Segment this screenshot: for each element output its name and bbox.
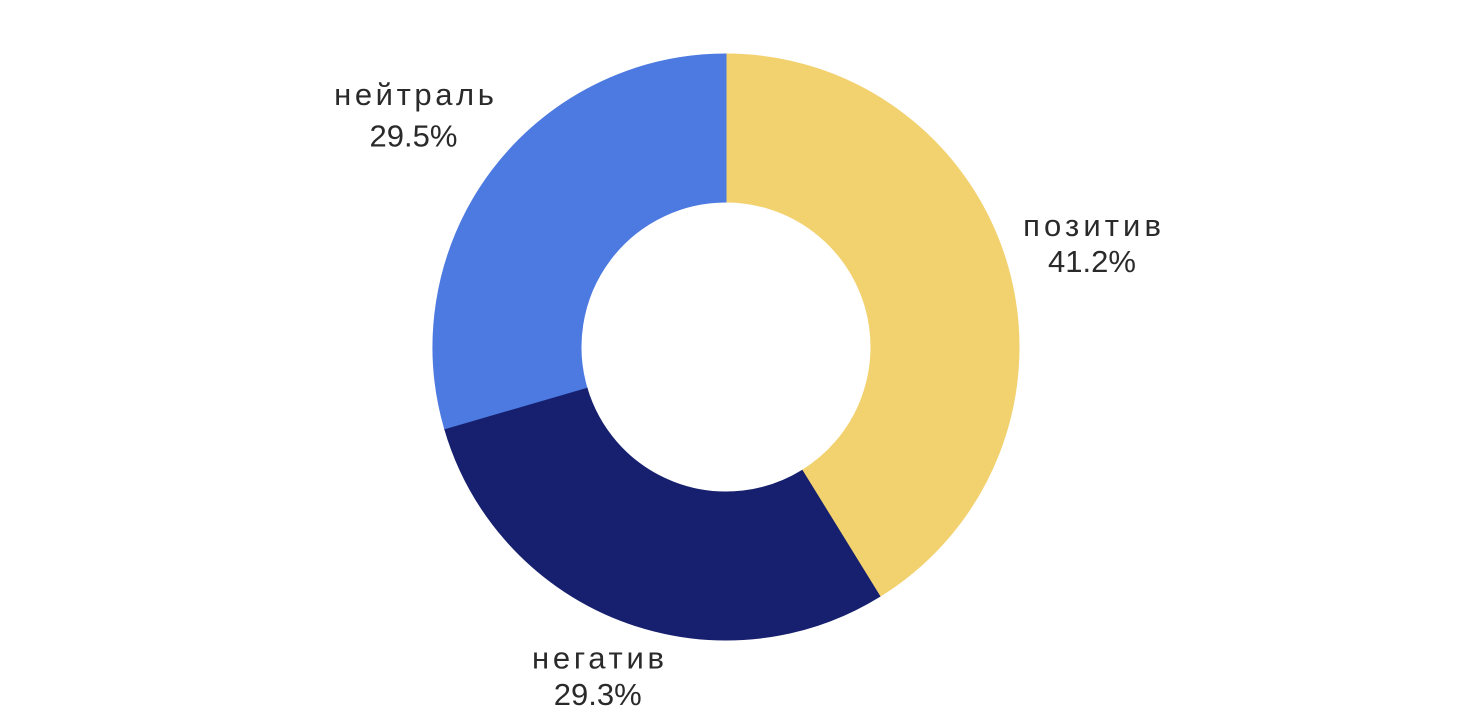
svg-text:29.3%: 29.3% (554, 677, 642, 712)
svg-text:позитив: позитив (1023, 208, 1165, 243)
svg-text:29.5%: 29.5% (370, 118, 458, 153)
svg-text:нейтраль: нейтраль (334, 77, 497, 112)
svg-text:негатив: негатив (532, 640, 668, 675)
svg-text:41.2%: 41.2% (1048, 244, 1136, 279)
